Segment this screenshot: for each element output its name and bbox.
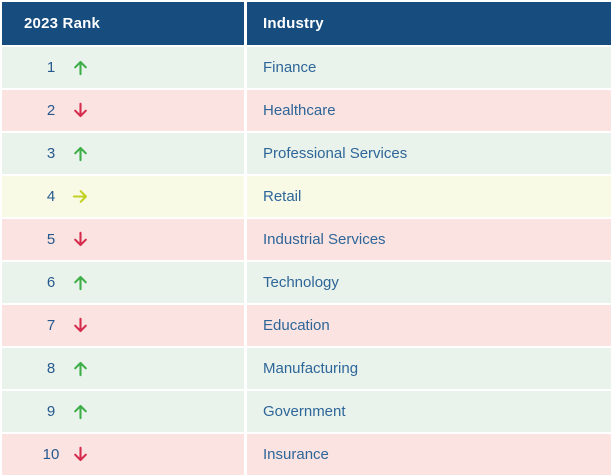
- table-body: 1 Finance 2 Healthcare 3: [2, 47, 611, 475]
- industry-cell: Manufacturing: [247, 348, 611, 389]
- rank-cell: 4: [2, 176, 244, 217]
- industry-cell: Finance: [247, 47, 611, 88]
- trend-up-icon: [71, 402, 90, 421]
- table-header-row: 2023 Rank Industry: [2, 2, 611, 45]
- table-row: 5 Industrial Services: [2, 219, 611, 260]
- rank-value: 9: [46, 403, 56, 420]
- header-cell-rank: 2023 Rank: [2, 2, 244, 45]
- industry-cell: Insurance: [247, 434, 611, 475]
- industry-cell: Retail: [247, 176, 611, 217]
- industry-label: Industrial Services: [263, 231, 386, 248]
- rank-value: 10: [42, 446, 60, 463]
- rank-value: 7: [46, 317, 56, 334]
- industry-label: Insurance: [263, 446, 329, 463]
- header-cell-industry: Industry: [247, 2, 611, 45]
- industry-label: Finance: [263, 59, 317, 76]
- trend-up-icon: [71, 273, 90, 292]
- rank-value: 2: [46, 102, 56, 119]
- rank-cell: 8: [2, 348, 244, 389]
- rank-column-header: 2023 Rank: [24, 15, 101, 32]
- industry-cell: Education: [247, 305, 611, 346]
- rank-cell: 6: [2, 262, 244, 303]
- rank-value: 4: [46, 188, 56, 205]
- trend-down-icon: [71, 101, 90, 120]
- rank-cell: 7: [2, 305, 244, 346]
- trend-down-icon: [71, 316, 90, 335]
- rank-cell: 2: [2, 90, 244, 131]
- rank-cell: 3: [2, 133, 244, 174]
- industry-label: Education: [263, 317, 330, 334]
- table-row: 10 Insurance: [2, 434, 611, 475]
- trend-up-icon: [71, 144, 90, 163]
- table-row: 4 Retail: [2, 176, 611, 217]
- industry-cell: Government: [247, 391, 611, 432]
- industry-label: Technology: [263, 274, 339, 291]
- trend-up-icon: [71, 359, 90, 378]
- rank-cell: 1: [2, 47, 244, 88]
- table-row: 8 Manufacturing: [2, 348, 611, 389]
- rank-cell: 5: [2, 219, 244, 260]
- rank-value: 3: [46, 145, 56, 162]
- rank-value: 5: [46, 231, 56, 248]
- industry-label: Professional Services: [263, 145, 408, 162]
- industry-cell: Professional Services: [247, 133, 611, 174]
- industry-label: Manufacturing: [263, 360, 359, 377]
- table-row: 2 Healthcare: [2, 90, 611, 131]
- rank-value: 6: [46, 274, 56, 291]
- rank-value: 1: [46, 59, 56, 76]
- industry-label: Government: [263, 403, 346, 420]
- trend-right-icon: [71, 187, 90, 206]
- rank-cell: 9: [2, 391, 244, 432]
- industry-label: Retail: [263, 188, 302, 205]
- industry-cell: Healthcare: [247, 90, 611, 131]
- table-row: 7 Education: [2, 305, 611, 346]
- table-row: 1 Finance: [2, 47, 611, 88]
- trend-down-icon: [71, 230, 90, 249]
- rank-cell: 10: [2, 434, 244, 475]
- table-row: 6 Technology: [2, 262, 611, 303]
- industry-column-header: Industry: [263, 15, 324, 32]
- industry-label: Healthcare: [263, 102, 336, 119]
- industry-cell: Technology: [247, 262, 611, 303]
- table-row: 3 Professional Services: [2, 133, 611, 174]
- trend-up-icon: [71, 58, 90, 77]
- rank-value: 8: [46, 360, 56, 377]
- trend-down-icon: [71, 445, 90, 464]
- industry-cell: Industrial Services: [247, 219, 611, 260]
- table-row: 9 Government: [2, 391, 611, 432]
